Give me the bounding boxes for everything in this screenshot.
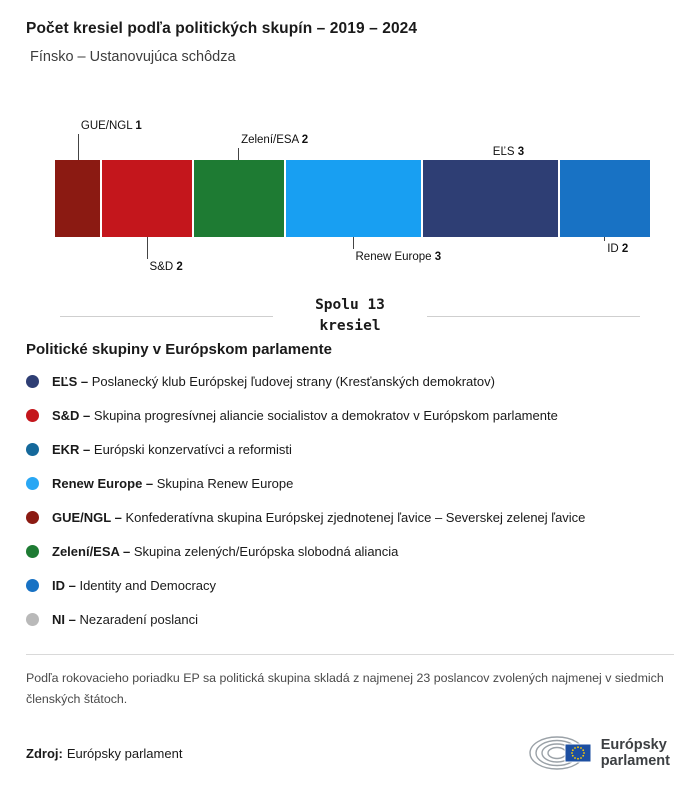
segment-seats: 2 xyxy=(176,261,183,273)
seats-bar xyxy=(55,160,650,237)
page-subtitle: Fínsko – Ustanovujúca schôdza xyxy=(30,49,236,65)
total-line2: kresiel xyxy=(319,318,381,335)
legend-item-2: EKR – Európski konzervatívci a reformist… xyxy=(26,432,674,466)
segment-name: Zelení/ESA xyxy=(241,134,302,146)
segment-name: GUE/NGL xyxy=(80,120,136,132)
segment-name: EĽS xyxy=(492,146,518,158)
page-title: Počet kresiel podľa politických skupín –… xyxy=(26,20,418,37)
leader-line xyxy=(238,148,240,160)
segment-name: Renew Europe xyxy=(355,251,435,263)
segment-seats: 3 xyxy=(434,251,442,263)
callout-els: EĽS 3 xyxy=(490,146,524,160)
total-seats-label: Spolu 13 kresiel xyxy=(273,295,427,337)
eu-flag-icon xyxy=(564,743,592,763)
legend-title: Politické skupiny v Európskom parlamente xyxy=(26,341,332,359)
legend-label: EKR – Európski konzervatívci a reformist… xyxy=(52,441,292,457)
legend-color-dot xyxy=(26,442,39,456)
legend-color-dot xyxy=(26,374,39,388)
leader-line xyxy=(352,237,354,249)
segment-name: S&D xyxy=(149,261,177,273)
ep-logo-line2: parlament xyxy=(600,753,670,770)
source-value: Európsky parlament xyxy=(66,745,183,761)
bar-segment-els[interactable] xyxy=(423,160,558,237)
source-label: Zdroj: xyxy=(26,745,63,761)
total-line1: Spolu 13 xyxy=(315,297,385,313)
legend-color-dot xyxy=(26,510,39,524)
total-seats: Spolu 13 kresiel xyxy=(60,295,640,337)
callout-id: ID 2 xyxy=(604,237,628,255)
callout-sd: S&D 2 xyxy=(146,237,183,273)
legend-color-dot xyxy=(26,544,39,558)
segment-label: GUE/NGL 1 xyxy=(81,120,142,132)
legend-color-dot xyxy=(26,476,39,490)
legend-item-3: Renew Europe – Skupina Renew Europe xyxy=(26,466,674,500)
leader-line xyxy=(146,237,148,259)
bar-segment-zeleni-esa[interactable] xyxy=(194,160,284,237)
leader-line xyxy=(77,134,79,160)
legend-color-dot xyxy=(26,578,39,592)
segment-seats: 2 xyxy=(621,243,629,255)
ep-logo-line1: Európsky xyxy=(600,736,667,753)
legend-list: EĽS – Poslanecký klub Európskej ľudovej … xyxy=(26,364,674,636)
bar-segment-sd[interactable] xyxy=(102,160,192,237)
segment-label: Renew Europe 3 xyxy=(356,251,442,263)
segment-label: EĽS 3 xyxy=(493,146,524,158)
total-rule-left xyxy=(60,315,274,317)
legend-label: NI – Nezaradení poslanci xyxy=(52,611,198,627)
segment-seats: 1 xyxy=(135,120,142,132)
legend-item-4: GUE/NGL – Konfederatívna skupina Európsk… xyxy=(26,500,674,534)
legend-color-dot xyxy=(26,408,39,422)
legend-item-0: EĽS – Poslanecký klub Európskej ľudovej … xyxy=(26,364,674,398)
bar-segment-id[interactable] xyxy=(560,160,650,237)
legend-item-5: Zelení/ESA – Skupina zelených/Európska s… xyxy=(26,534,674,568)
ep-hemicycle-icon xyxy=(528,736,592,770)
legend-item-7: NI – Nezaradení poslanci xyxy=(26,602,674,636)
legend-label: S&D – Skupina progresívnej aliancie soci… xyxy=(52,407,558,423)
seats-chart: GUE/NGL 1 S&D 2 Zelení/ESA 2 Renew Europe 3… xyxy=(55,115,650,277)
ep-logo-text: Európsky parlament xyxy=(601,737,670,769)
total-rule-right xyxy=(426,315,640,317)
footer-separator xyxy=(26,654,674,656)
callout-renew: Renew Europe 3 xyxy=(352,237,442,263)
legend-label: EĽS – Poslanecký klub Európskej ľudovej … xyxy=(52,373,495,389)
segment-label: ID 2 xyxy=(607,243,628,255)
callout-zeleni-esa: Zelení/ESA 2 xyxy=(238,134,308,160)
bar-segment-renew[interactable] xyxy=(286,160,421,237)
legend-item-6: ID – Identity and Democracy xyxy=(26,568,674,602)
legend-label: Zelení/ESA – Skupina zelených/Európska s… xyxy=(52,543,399,559)
legend-item-1: S&D – Skupina progresívnej aliancie soci… xyxy=(26,398,674,432)
footer: Zdroj: Európsky parlament xyxy=(26,730,670,776)
legend-label: Renew Europe – Skupina Renew Europe xyxy=(52,475,294,491)
callout-gue-ngl: GUE/NGL 1 xyxy=(77,120,142,160)
leader-line xyxy=(604,237,606,241)
legend-label: ID – Identity and Democracy xyxy=(52,577,217,593)
segment-label: S&D 2 xyxy=(150,261,183,273)
segment-label: Zelení/ESA 2 xyxy=(241,134,308,146)
segment-seats: 3 xyxy=(517,146,525,158)
legend-color-dot xyxy=(26,612,39,626)
segment-seats: 2 xyxy=(301,134,309,146)
segment-name: ID xyxy=(607,243,622,255)
footnote: Podľa rokovacieho poriadku EP sa politic… xyxy=(26,671,664,707)
ep-logo: Európsky parlament xyxy=(527,730,670,776)
bar-segment-gue-ngl[interactable] xyxy=(55,160,100,237)
source: Zdroj: Európsky parlament xyxy=(26,746,182,761)
legend-label: GUE/NGL – Konfederatívna skupina Európsk… xyxy=(52,509,586,525)
